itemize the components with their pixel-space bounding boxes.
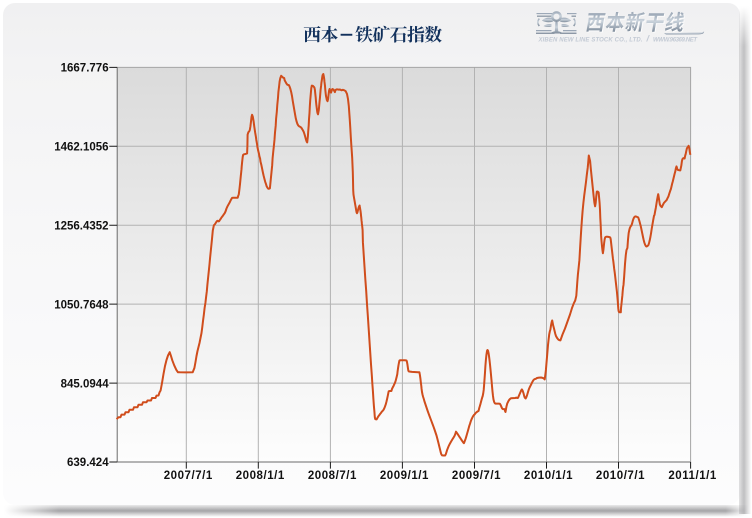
svg-text:2010/7/1: 2010/7/1 <box>596 470 645 482</box>
svg-text:2008/1/1: 2008/1/1 <box>236 470 285 482</box>
svg-text:1462.1056: 1462.1056 <box>54 142 108 154</box>
svg-text:WWW.96369.NET: WWW.96369.NET <box>653 37 698 43</box>
svg-text:639.424: 639.424 <box>67 457 109 469</box>
svg-text:845.0944: 845.0944 <box>61 378 110 390</box>
svg-text:1667.776: 1667.776 <box>61 63 109 75</box>
svg-text:XIBEN NEW LINE STOCK CO., LTD.: XIBEN NEW LINE STOCK CO., LTD. <box>538 37 643 43</box>
svg-text:1050.7648: 1050.7648 <box>54 299 109 311</box>
svg-text:/: / <box>646 34 651 44</box>
svg-text:2007/7/1: 2007/7/1 <box>164 470 213 482</box>
svg-text:2009/1/1: 2009/1/1 <box>380 470 429 482</box>
svg-text:1256.4352: 1256.4352 <box>54 220 108 232</box>
svg-text:2008/7/1: 2008/7/1 <box>308 470 357 482</box>
svg-text:2009/7/1: 2009/7/1 <box>452 470 501 482</box>
svg-text:2010/1/1: 2010/1/1 <box>524 470 573 482</box>
svg-text:2011/1/1: 2011/1/1 <box>668 470 717 482</box>
